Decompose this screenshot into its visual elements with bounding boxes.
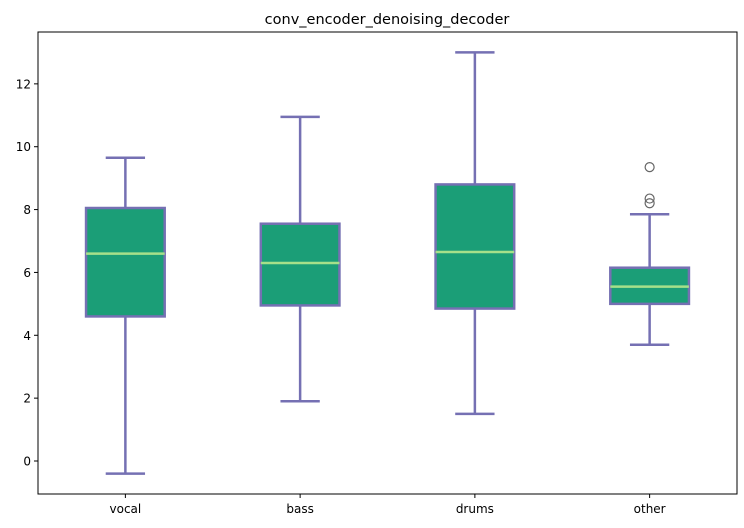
- y-tick-label: 10: [16, 140, 31, 154]
- y-tick-label: 2: [23, 392, 31, 406]
- outlier-point: [644, 198, 655, 209]
- outlier-point: [644, 193, 655, 204]
- box-group-other: [609, 162, 691, 346]
- y-tick-label: 4: [23, 329, 31, 343]
- y-tick-label: 6: [23, 266, 31, 280]
- plot-area: [84, 51, 691, 475]
- x-axis: vocal bass drums other: [110, 494, 666, 516]
- x-tick-label: other: [634, 502, 666, 516]
- y-tick-label: 12: [16, 77, 31, 91]
- y-tick-label: 8: [23, 203, 31, 217]
- box-group-bass: [259, 115, 341, 403]
- x-tick-label: vocal: [110, 502, 142, 516]
- axes-frame: [37, 31, 738, 495]
- box-iqr: [84, 206, 166, 318]
- x-tick-label: drums: [456, 502, 494, 516]
- y-tick-label: 0: [23, 455, 31, 469]
- outlier-point: [644, 162, 655, 173]
- x-tick-label: bass: [286, 502, 313, 516]
- box-group-vocal: [84, 156, 166, 475]
- y-axis: 0 2 4 6 8 10 12: [16, 77, 38, 469]
- box-iqr: [259, 222, 341, 307]
- box-iqr: [434, 183, 516, 310]
- chart-title: conv_encoder_denoising_decoder: [265, 12, 510, 28]
- box-group-drums: [434, 51, 516, 416]
